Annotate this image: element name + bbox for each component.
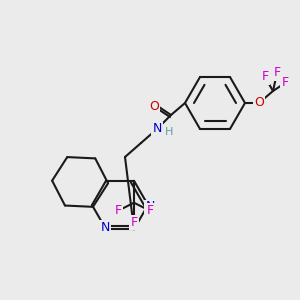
Text: N: N [152, 122, 162, 136]
Text: F: F [114, 204, 122, 217]
Text: O: O [149, 100, 159, 113]
Text: F: F [146, 204, 154, 217]
Text: O: O [254, 97, 264, 110]
Text: F: F [261, 70, 268, 83]
Text: F: F [130, 216, 138, 229]
Text: N: N [100, 221, 110, 234]
Text: F: F [273, 67, 280, 80]
Text: H: H [165, 127, 173, 137]
Text: N: N [145, 200, 155, 214]
Text: F: F [281, 76, 289, 89]
